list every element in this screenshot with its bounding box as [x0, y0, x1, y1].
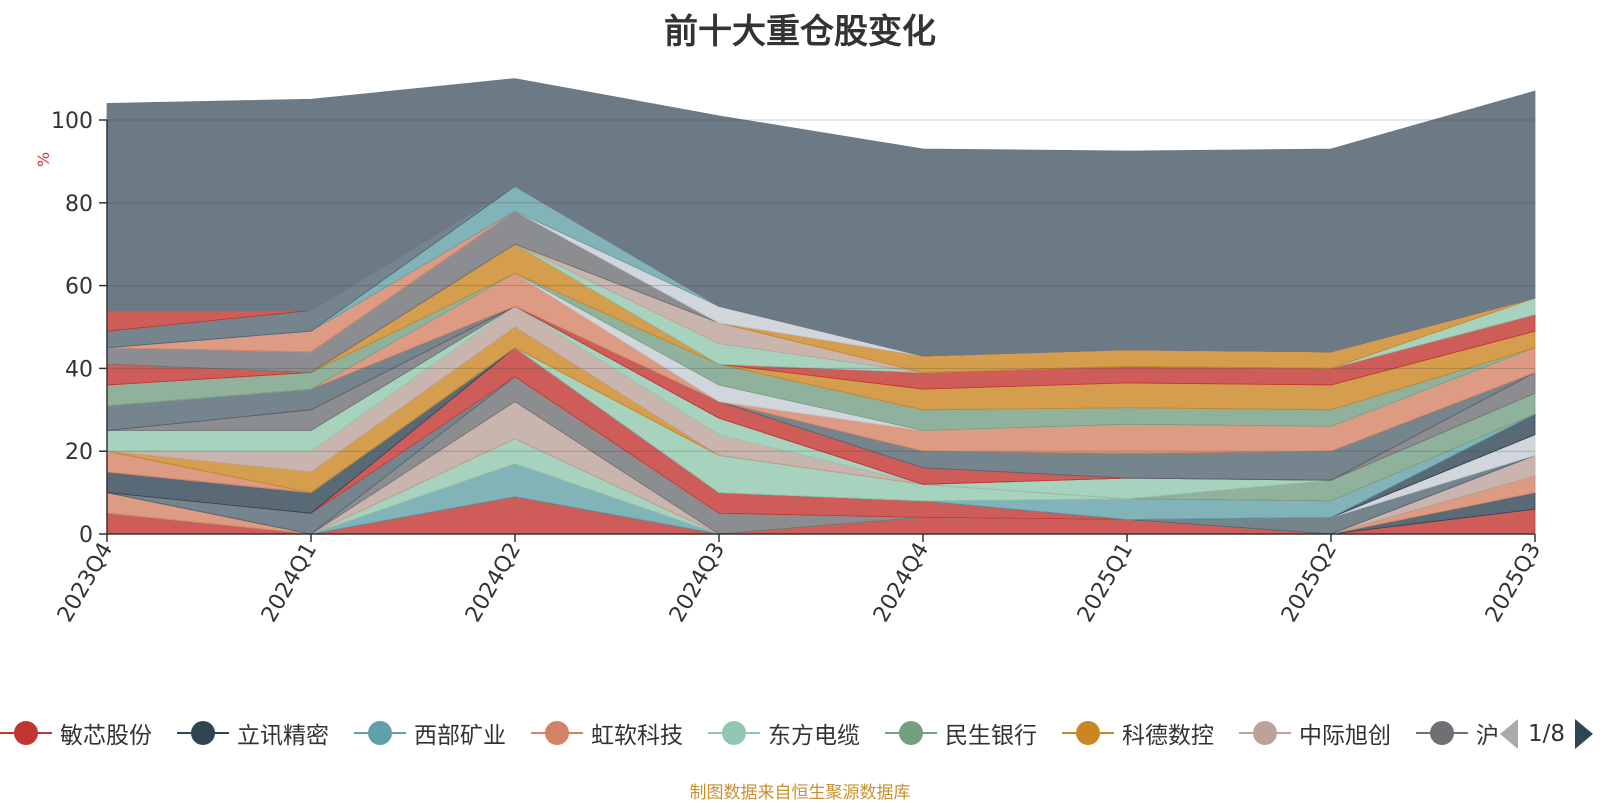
- y-tick-label: 20: [65, 440, 93, 465]
- prev-page-icon[interactable]: [1500, 719, 1518, 749]
- chart-title: 前十大重仓股变化: [664, 12, 936, 52]
- y-axis-label: %: [34, 151, 54, 168]
- legend-marker-icon: [354, 718, 406, 748]
- legend-label: 立讯精密: [237, 723, 329, 749]
- legend-marker-icon: [1239, 718, 1291, 748]
- legend-label: 科德数控: [1122, 723, 1214, 749]
- legend-label: 西部矿业: [414, 723, 506, 749]
- x-tick-label: 2024Q1: [257, 539, 322, 627]
- legend-item[interactable]: 敏芯股份: [0, 708, 152, 758]
- legend-label: 中际旭创: [1299, 723, 1391, 749]
- legend-marker-icon: [708, 718, 760, 748]
- x-tick-label: 2025Q2: [1277, 539, 1342, 627]
- legend-label: 民生银行: [945, 723, 1037, 749]
- grid-lines: [107, 119, 1535, 452]
- legend-item[interactable]: 科德数控: [1062, 708, 1214, 758]
- area-series-38[interactable]: [106, 78, 1536, 357]
- x-tick-label: 2025Q3: [1481, 539, 1546, 627]
- legend-marker-icon: [1416, 718, 1468, 748]
- y-tick-label: 0: [79, 523, 93, 548]
- x-tick-label: 2023Q4: [53, 539, 118, 627]
- y-tick-label: 100: [51, 109, 93, 134]
- legend-marker-icon: [177, 718, 229, 748]
- legend-item[interactable]: 虹软科技: [531, 708, 683, 758]
- x-tick-label: 2024Q3: [665, 539, 730, 627]
- legend-marker-icon: [1062, 718, 1114, 748]
- legend-item[interactable]: 西部矿业: [354, 708, 506, 758]
- legend-page-indicator: 1/8: [1528, 721, 1566, 747]
- legend-label: 敏芯股份: [60, 723, 152, 749]
- legend-marker-icon: [885, 718, 937, 748]
- data-source-note: 制图数据来自恒生聚源数据库: [689, 783, 911, 803]
- legend-label: 虹软科技: [591, 723, 683, 749]
- legend-item[interactable]: 东方电缆: [708, 708, 860, 758]
- y-tick-label: 40: [65, 357, 93, 382]
- legend: 敏芯股份 立讯精密 西部矿业 虹软科技 东方电缆 民生银行 科德数控 中际旭创 沪电股份: [0, 708, 1500, 758]
- y-tick-label: 80: [65, 192, 93, 217]
- legend-label: 东方电缆: [768, 723, 860, 749]
- legend-marker-icon: [0, 718, 52, 748]
- plot-areas: [106, 78, 1536, 535]
- legend-item[interactable]: 民生银行: [885, 708, 1037, 758]
- legend-marker-icon: [531, 718, 583, 748]
- legend-item[interactable]: 沪电股份: [1416, 708, 1500, 758]
- x-tick-label: 2025Q1: [1073, 539, 1138, 627]
- y-tick-label: 60: [65, 275, 93, 300]
- next-page-icon[interactable]: [1575, 719, 1594, 749]
- x-tick-label: 2024Q4: [869, 539, 934, 627]
- legend-item[interactable]: 中际旭创: [1239, 708, 1391, 758]
- legend-item[interactable]: 立讯精密: [177, 708, 329, 758]
- x-tick-label: 2024Q2: [461, 539, 526, 627]
- legend-label: 沪电股份: [1476, 723, 1500, 749]
- legend-pager: 1/8: [1500, 716, 1600, 752]
